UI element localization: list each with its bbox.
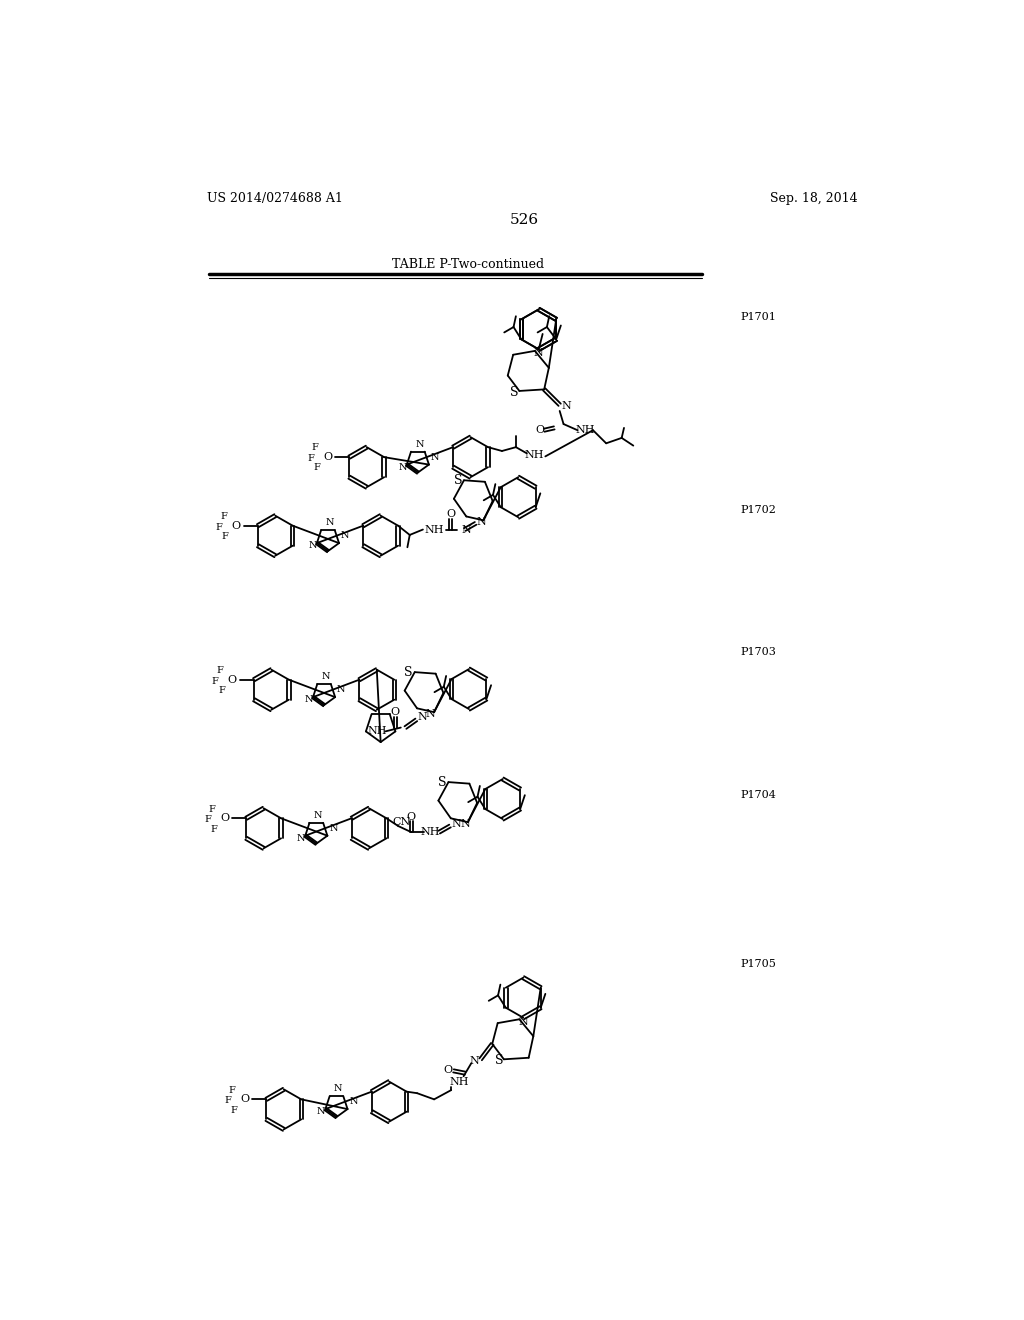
Text: P1702: P1702 [740, 506, 776, 515]
Text: Sep. 18, 2014: Sep. 18, 2014 [770, 191, 857, 205]
Text: P1705: P1705 [740, 960, 776, 969]
Text: F: F [216, 523, 222, 532]
Text: O: O [227, 675, 237, 685]
Text: N: N [334, 1084, 342, 1093]
Text: F: F [307, 454, 314, 463]
Text: F: F [311, 444, 318, 453]
Text: N: N [415, 440, 424, 449]
Text: N: N [534, 348, 544, 358]
Text: N: N [518, 1016, 528, 1027]
Text: N: N [476, 517, 486, 527]
Text: N: N [326, 519, 334, 527]
Text: N: N [349, 1097, 357, 1106]
Text: P1703: P1703 [740, 647, 776, 657]
Text: N: N [461, 818, 470, 829]
Text: N: N [398, 463, 407, 471]
Text: S: S [511, 385, 519, 399]
Text: O: O [446, 510, 456, 519]
Text: F: F [220, 512, 227, 521]
Text: F: F [204, 816, 211, 824]
Text: F: F [224, 1097, 231, 1105]
Text: TABLE P-Two-continued: TABLE P-Two-continued [391, 259, 544, 271]
Text: N: N [452, 820, 461, 829]
Text: O: O [231, 520, 241, 531]
Text: F: F [210, 825, 217, 833]
Text: S: S [438, 776, 446, 788]
Text: N: N [297, 834, 305, 842]
Text: O: O [443, 1065, 453, 1074]
Text: O: O [536, 425, 545, 436]
Text: US 2014/0274688 A1: US 2014/0274688 A1 [207, 191, 343, 205]
Text: P1701: P1701 [740, 313, 776, 322]
Text: F: F [209, 805, 215, 813]
Text: NH: NH [575, 425, 595, 436]
Text: S: S [454, 474, 462, 487]
Text: S: S [495, 1055, 504, 1068]
Text: NH: NH [420, 828, 439, 837]
Text: N: N [561, 401, 570, 412]
Text: O: O [240, 1094, 249, 1105]
Text: F: F [212, 677, 218, 685]
Text: N: N [431, 453, 439, 462]
Text: P1704: P1704 [740, 789, 776, 800]
Text: NH: NH [524, 450, 544, 459]
Text: F: F [222, 532, 228, 541]
Text: N: N [462, 524, 471, 535]
Text: CN: CN [393, 817, 411, 828]
Text: O: O [391, 708, 400, 717]
Text: O: O [220, 813, 229, 824]
Text: F: F [230, 1106, 238, 1114]
Text: N: N [329, 824, 338, 833]
Text: N: N [425, 709, 435, 718]
Text: N: N [337, 685, 345, 694]
Text: N: N [308, 541, 316, 550]
Text: S: S [404, 665, 413, 678]
Text: NH: NH [450, 1077, 469, 1088]
Text: N: N [304, 696, 312, 704]
Text: NH: NH [368, 726, 387, 737]
Text: 526: 526 [510, 213, 540, 227]
Text: O: O [323, 453, 332, 462]
Text: F: F [218, 686, 225, 694]
Text: F: F [216, 667, 223, 675]
Text: O: O [407, 812, 416, 822]
Text: F: F [313, 463, 321, 473]
Text: NH: NH [424, 524, 443, 535]
Text: N: N [418, 711, 427, 722]
Text: N: N [316, 1107, 326, 1117]
Text: N: N [313, 810, 323, 820]
Text: F: F [228, 1085, 236, 1094]
Text: N: N [341, 531, 349, 540]
Text: N: N [322, 672, 330, 681]
Text: N: N [470, 1056, 479, 1065]
